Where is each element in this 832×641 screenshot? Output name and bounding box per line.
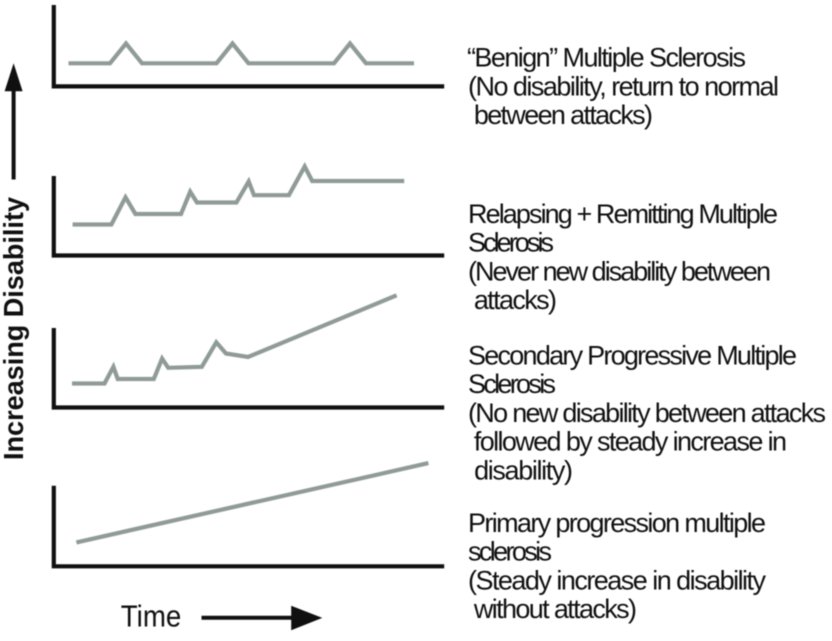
svg-text:(No disability, return to norm: (No disability, return to normal [468,71,779,101]
svg-text:Primary progression multiple: Primary progression multiple [468,508,766,538]
svg-text:Increasing Disability: Increasing Disability [0,196,29,460]
svg-text:Sclerosis: Sclerosis [468,369,556,399]
svg-text:(Never new disability between: (Never new disability between [468,256,771,286]
svg-text:Time: Time [121,599,182,634]
svg-text:followed by steady increase in: followed by steady increase in [468,427,787,457]
svg-text:between attacks): between attacks) [468,100,653,130]
svg-text:(Steady increase in disability: (Steady increase in disability [468,565,767,595]
svg-text:“Benign” Multiple Sclerosis: “Benign” Multiple Sclerosis [467,43,746,73]
svg-text:Secondary Progressive Multiple: Secondary Progressive Multiple [468,341,797,371]
svg-text:(No new disability between att: (No new disability between attacks [468,398,826,428]
svg-text:Sclerosis: Sclerosis [468,228,554,258]
svg-text:attacks): attacks) [468,285,557,315]
svg-text:Relapsing + Remitting Multiple: Relapsing + Remitting Multiple [468,199,778,229]
svg-text:disability): disability) [468,455,573,485]
svg-text:without attacks): without attacks) [468,594,637,624]
svg-text:sclerosis: sclerosis [468,537,552,567]
